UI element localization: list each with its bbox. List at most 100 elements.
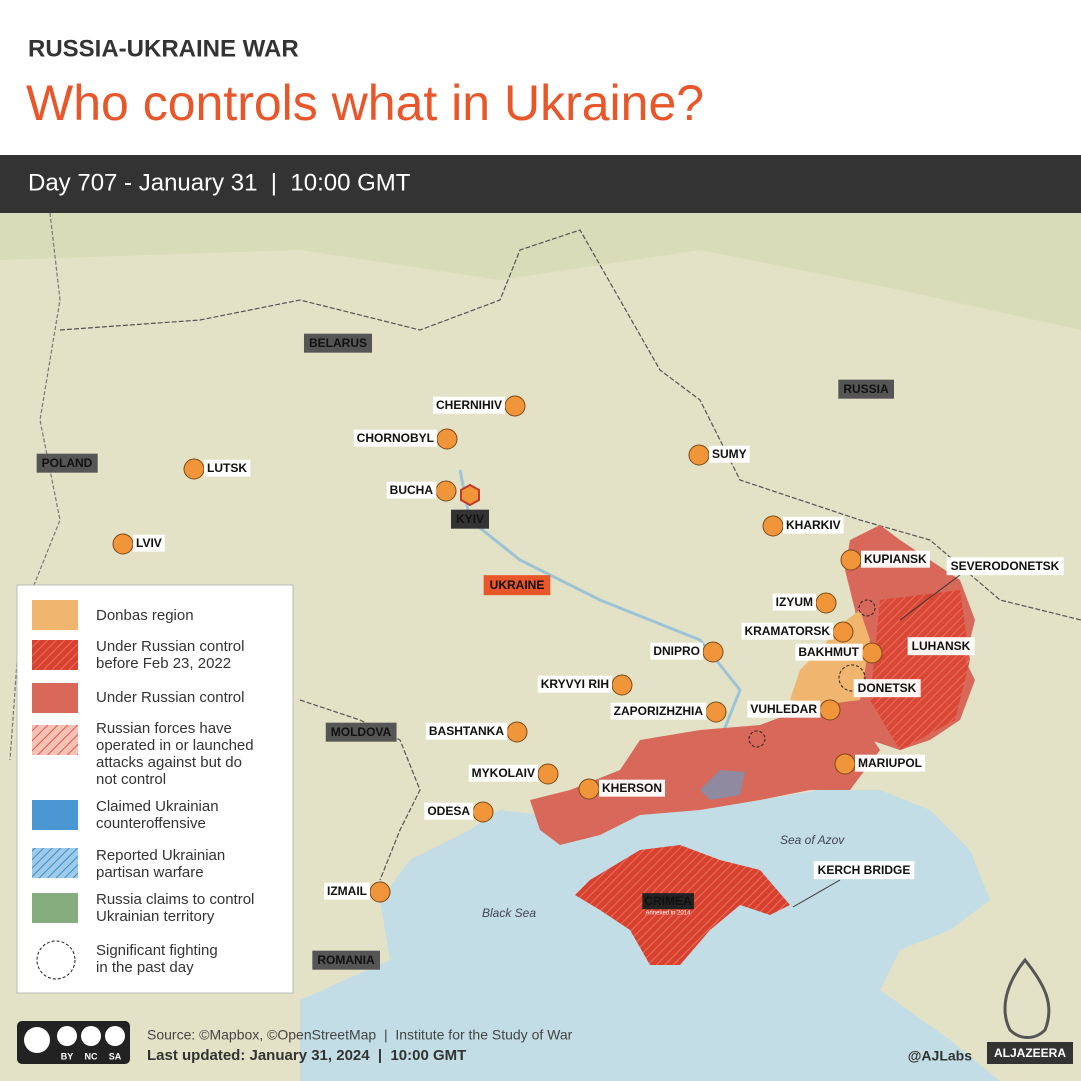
city-marker — [506, 721, 528, 743]
city-marker — [112, 533, 134, 555]
label-text: BAKHMUT — [798, 645, 859, 659]
label-box — [642, 893, 694, 910]
legend-label: not control — [96, 771, 166, 788]
label-text: MARIUPOL — [858, 756, 922, 770]
legend-label: before Feb 23, 2022 — [96, 655, 231, 672]
sea-label: Sea of Azov — [780, 833, 845, 847]
legend-label: Russia claims to control — [96, 891, 254, 908]
place-label: CHORNOBYL — [353, 429, 437, 447]
label-text: KRAMATORSK — [744, 624, 830, 638]
place-label: SEVERODONETSK — [946, 557, 1064, 576]
label-text: ZAPORIZHZHIA — [614, 704, 704, 718]
capital-label: KYIV — [450, 509, 490, 529]
city-marker — [183, 458, 205, 480]
legend-label: Ukrainian territory — [96, 908, 215, 925]
place-label: LVIV — [133, 534, 165, 552]
label-box — [650, 642, 703, 660]
place-label: ZAPORIZHZHIA — [610, 702, 707, 720]
label-box — [772, 593, 816, 611]
place-label: KRYVYI RIH — [537, 675, 612, 693]
label-box — [425, 722, 508, 740]
label-text: BELARUS — [309, 336, 367, 350]
label-box — [855, 754, 925, 772]
date-bar — [0, 155, 1081, 213]
city-marker — [819, 699, 841, 721]
legend-swatch — [32, 640, 78, 670]
city-marker — [832, 621, 854, 643]
label-box — [424, 802, 474, 820]
place-label: KUPIANSK — [861, 550, 931, 568]
place-label: LUHANSK — [907, 637, 975, 656]
label-box — [133, 534, 165, 552]
place-label: DNIPRO — [650, 642, 703, 660]
city-marker — [688, 444, 710, 466]
city-marker — [840, 549, 862, 571]
occupied-before-2022 — [870, 590, 970, 750]
leader-line — [792, 879, 841, 908]
cc-label: BY — [61, 1051, 74, 1061]
city-marker — [705, 701, 727, 723]
legend-label: Claimed Ukrainian — [96, 798, 219, 815]
label-text: IZYUM — [776, 595, 813, 609]
cc-icon — [81, 1026, 101, 1046]
country-label: MOLDOVA — [325, 722, 397, 742]
label-box — [483, 575, 551, 596]
city-marker — [702, 641, 724, 663]
cc-icon — [105, 1026, 125, 1046]
label-box — [312, 950, 380, 970]
label-box — [353, 429, 437, 447]
country-label: BELARUS — [303, 333, 373, 353]
place-label: VUHLEDAR — [747, 700, 821, 718]
label-box — [946, 557, 1064, 576]
place-label: KERCH BRIDGE — [813, 861, 915, 880]
city-marker — [611, 674, 633, 696]
fighting-circle — [748, 730, 766, 748]
occupied-south — [530, 700, 880, 845]
city-marker — [537, 763, 559, 785]
border — [299, 699, 421, 881]
label-box — [795, 643, 863, 661]
label-box — [741, 622, 834, 640]
footer: BY NC SA Source: ©Mapbox, ©OpenStreetMap… — [17, 957, 1073, 1064]
forest-area — [0, 213, 1081, 330]
city-marker — [504, 395, 526, 417]
legend-label: Significant fighting — [96, 942, 218, 959]
cc-icon — [24, 1027, 50, 1053]
city-marker — [436, 428, 458, 450]
place-label: ODESA — [424, 802, 474, 820]
country-label: POLAND — [36, 453, 98, 473]
place-label: DONETSK — [853, 679, 921, 698]
city-marker — [762, 515, 784, 537]
legend-label: Russian forces have — [96, 720, 232, 737]
label-text: KHARKIV — [786, 518, 841, 532]
city-marker — [472, 801, 494, 823]
label-box — [324, 882, 370, 900]
label-box — [450, 509, 490, 529]
label-text: UKRAINE — [490, 578, 545, 592]
legend-label: Under Russian control — [96, 638, 244, 655]
country-label: UKRAINE — [483, 575, 551, 596]
label-text: LUTSK — [207, 461, 247, 475]
label-text: CHORNOBYL — [357, 431, 434, 445]
label-box — [432, 396, 505, 414]
legend-label: Under Russian control — [96, 689, 244, 706]
label-box — [36, 453, 98, 473]
label-text: CRIMEA — [644, 894, 692, 908]
fighting-circle — [838, 664, 866, 692]
leader-line — [899, 574, 961, 621]
city-marker — [815, 592, 837, 614]
city-marker — [435, 480, 457, 502]
kicker: RUSSIA-UKRAINE WAR — [28, 35, 299, 62]
legend-label: attacks against but do — [96, 754, 242, 771]
legend-label: Reported Ukrainian — [96, 847, 225, 864]
label-box — [468, 764, 538, 782]
updated: Last updated: January 31, 2024 | 10:00 G… — [147, 1047, 466, 1064]
place-label: BUCHA — [386, 481, 437, 499]
legend-label: operated in or launched — [96, 737, 254, 754]
label-text: ODESA — [427, 804, 470, 818]
legend-swatch — [32, 683, 78, 713]
label-box — [325, 722, 397, 742]
